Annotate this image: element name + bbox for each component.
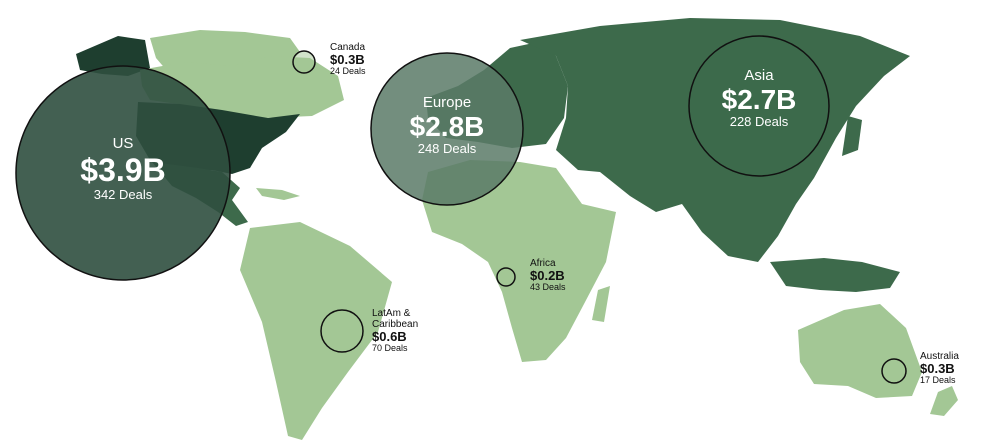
canada-deals: 24 Deals [330, 66, 366, 77]
us-name: US [112, 135, 134, 152]
madagascar-landmass [592, 286, 610, 322]
latam-name: LatAm & Caribbean [372, 308, 419, 330]
australia-name: Australia [920, 351, 959, 362]
new-zealand-landmass [930, 386, 958, 416]
europe-deals: 248 Deals [417, 141, 477, 157]
asia-name: Asia [744, 67, 774, 84]
us-value: $3.9B [80, 151, 166, 188]
us-bubble[interactable] [15, 65, 231, 281]
asia-value: $2.7B [721, 83, 797, 115]
europe-label: Europe $2.8B 248 Deals [387, 94, 507, 157]
africa-label: Africa $0.2B 43 Deals [530, 258, 566, 293]
canada-label: Canada $0.3B 24 Deals [330, 42, 366, 77]
latam-deals: 70 Deals [372, 343, 408, 354]
canada-name: Canada [330, 42, 366, 53]
europe-value: $2.8B [409, 110, 485, 142]
asia-deals: 228 Deals [729, 114, 789, 130]
canada-value: $0.3B [330, 52, 365, 67]
latam-label: LatAm & Caribbean $0.6B 70 Deals [372, 308, 418, 354]
africa-value: $0.2B [530, 268, 565, 283]
latam-bubble[interactable] [320, 309, 364, 353]
asia-landmass [520, 18, 910, 262]
africa-bubble[interactable] [496, 267, 516, 287]
australia-label: Australia $0.3B 17 Deals [920, 351, 959, 386]
africa-deals: 43 Deals [530, 282, 566, 293]
africa-landmass [422, 160, 616, 362]
australia-deals: 17 Deals [920, 375, 956, 386]
australia-bubble[interactable] [881, 358, 907, 384]
australia-landmass [798, 304, 922, 398]
asia-bubble[interactable] [688, 35, 830, 177]
southeast-asia-islands [770, 258, 900, 292]
caribbean-landmass [256, 188, 300, 200]
us-deals: 342 Deals [93, 186, 153, 202]
africa-name: Africa [530, 258, 556, 269]
europe-bubble[interactable] [370, 52, 524, 206]
us-label: US $3.9B 342 Deals [63, 135, 183, 202]
japan-landmass [842, 116, 862, 156]
asia-label: Asia $2.7B 228 Deals [699, 67, 819, 130]
south-america-landmass [240, 222, 392, 440]
europe-name: Europe [422, 94, 472, 111]
canada-bubble[interactable] [292, 50, 316, 74]
latam-value: $0.6B [372, 329, 407, 344]
australia-value: $0.3B [920, 361, 955, 376]
